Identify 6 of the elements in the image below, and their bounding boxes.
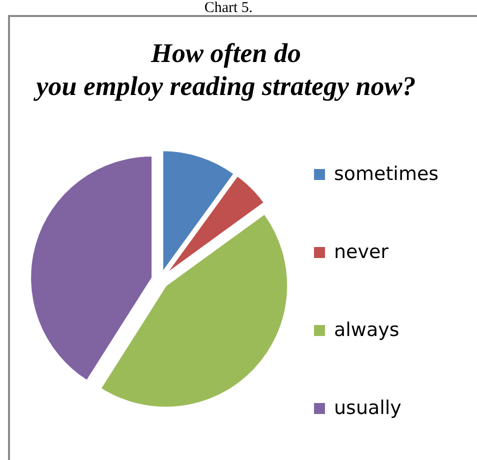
legend-label: sometimes — [334, 163, 439, 185]
legend-label: always — [334, 319, 400, 341]
legend-label: usually — [334, 397, 402, 419]
legend-label: never — [334, 241, 389, 263]
chart-title: How often do you employ reading strategy now? — [33, 38, 416, 101]
caption: Chart 5. — [204, 0, 253, 16]
